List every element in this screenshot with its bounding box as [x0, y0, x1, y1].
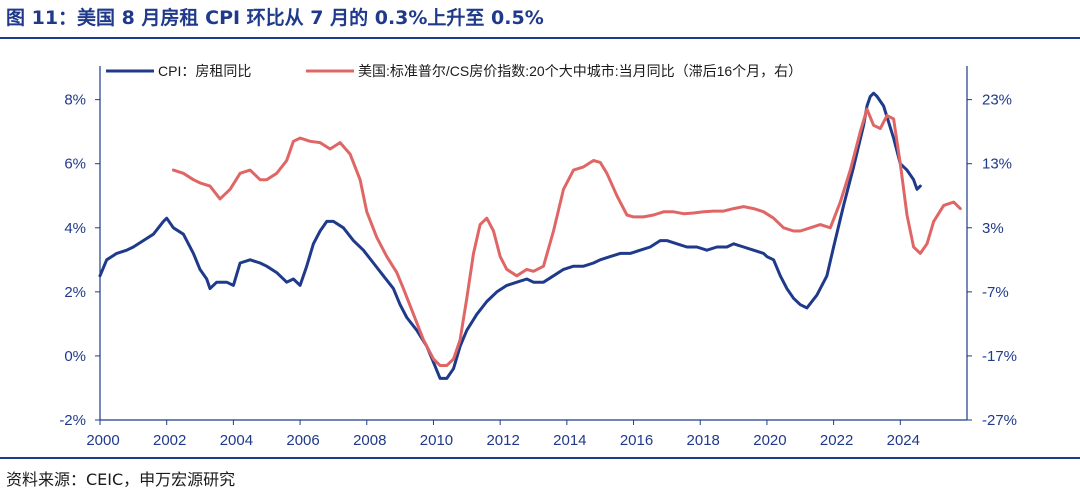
x-tick-label: 2024 [887, 432, 920, 449]
title-divider [0, 37, 1080, 39]
y-right-tick-label: -27% [982, 412, 1017, 429]
legend-item-cpi-rent-label: CPI：房租同比 [158, 63, 251, 79]
chart-legend: CPI：房租同比 美国:标准普尔/CS房价指数:20个大中城市:当月同比（滞后16… [106, 63, 802, 79]
dual-axis-line-chart: -2% 0% 2% 4% 6% 8% -27% -17% -7% 3% 13% 23% 2000 2002… [59, 63, 1017, 449]
figure-title: 图 11：美国 8 月房租 CPI 环比从 7 月的 0.3%上升至 0.5% [6, 7, 544, 29]
x-tick-label: 2006 [286, 432, 319, 449]
x-tick-label: 2010 [420, 432, 453, 449]
y-left-tick-label: 4% [64, 220, 86, 237]
chart-axes: -2% 0% 2% 4% 6% 8% -27% -17% -7% 3% 13% 23% 2000 2002… [59, 66, 1017, 449]
y-left-tick-label: 6% [64, 156, 86, 173]
y-right-tick-label: -7% [982, 284, 1009, 301]
y-right-tick-label: 23% [982, 92, 1012, 109]
legend-item-cs-home-price-label: 美国:标准普尔/CS房价指数:20个大中城市:当月同比（滞后16个月，右） [358, 63, 802, 79]
y-left-tick-label: 0% [64, 348, 86, 365]
y-left-tick-label: 8% [64, 92, 86, 109]
x-tick-label: 2008 [353, 432, 386, 449]
footer-divider [0, 457, 1080, 459]
x-tick-label: 2012 [486, 432, 519, 449]
y-right-tick-label: 3% [982, 220, 1004, 237]
series-line-cpi-rent [98, 91, 922, 380]
x-tick-label: 2014 [553, 432, 586, 449]
x-tick-label: 2004 [220, 432, 253, 449]
x-tick-label: 2022 [820, 432, 853, 449]
chart-series-lines [98, 91, 962, 380]
y-right-tick-label: 13% [982, 156, 1012, 173]
y-left-tick-label: 2% [64, 284, 86, 301]
source-note: 资料来源：CEIC，申万宏源研究 [6, 470, 236, 489]
x-tick-label: 2000 [86, 432, 119, 449]
y-left-tick-label: -2% [59, 412, 86, 429]
series-line-cs-home-price [171, 107, 962, 367]
y-right-tick-label: -17% [982, 348, 1017, 365]
x-tick-label: 2002 [153, 432, 186, 449]
x-tick-label: 2020 [753, 432, 786, 449]
x-tick-label: 2018 [687, 432, 720, 449]
x-tick-label: 2016 [620, 432, 653, 449]
